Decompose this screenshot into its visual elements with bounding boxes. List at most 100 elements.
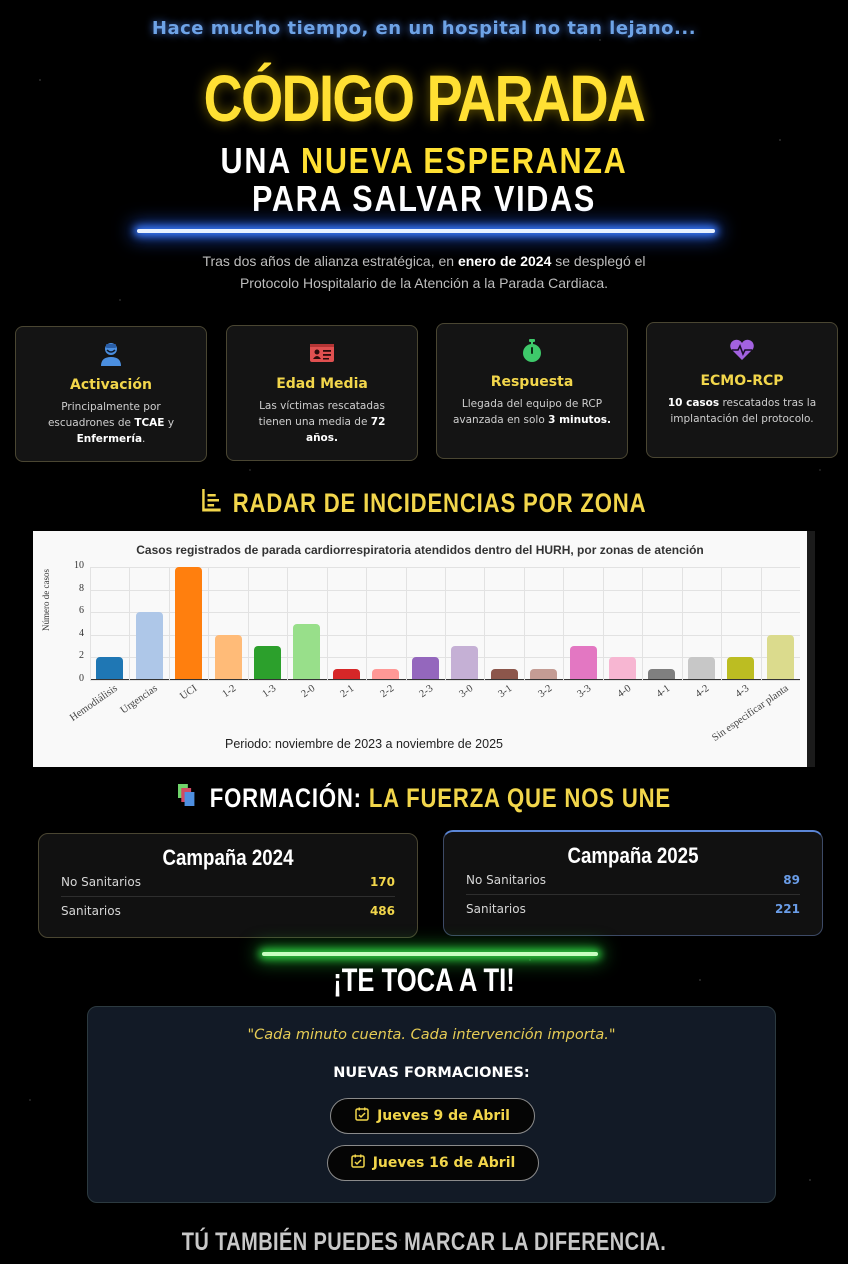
chart-bar-icon — [201, 488, 222, 519]
cta-heading: ¡TE TOCA A TI! — [333, 962, 515, 998]
subtitle-highlight: NUEVA ESPERANZA — [301, 140, 628, 181]
stopwatch-icon — [437, 338, 627, 364]
grid-line — [90, 680, 800, 681]
x-tick-label: 1-2 — [220, 683, 239, 701]
grid-line — [168, 567, 170, 680]
grid-line — [90, 567, 91, 680]
y-tick-label: 2 — [79, 650, 84, 662]
x-tick-label: 4-1 — [654, 683, 673, 701]
y-axis-label: Número de casos — [41, 569, 51, 631]
x-tick-label: Hemodiálisis — [68, 683, 121, 724]
campaign-2024-card: Campaña 2024 No Sanitarios 170 Sanitarios… — [38, 833, 418, 938]
blue-lightsaber-divider — [137, 229, 715, 233]
grid-line — [405, 567, 407, 680]
grid-line — [484, 567, 486, 680]
lead-text: Tras dos años de alianza estratégica, en — [202, 253, 458, 269]
bar — [135, 612, 163, 679]
x-tick-label: UCI — [177, 683, 199, 703]
row-label: No Sanitarios — [61, 875, 141, 889]
campaign-row: No Sanitarios 170 — [61, 870, 395, 896]
x-tick-label: 4-2 — [693, 683, 712, 701]
user-nurse-icon — [16, 341, 206, 367]
x-tick-label: 4-0 — [615, 683, 633, 701]
grid-line — [523, 567, 525, 680]
bar — [609, 657, 636, 679]
campaign-row: Sanitarios 221 — [466, 894, 800, 923]
x-tick-label: 3-3 — [575, 683, 594, 701]
x-tick-label: 3-2 — [536, 683, 554, 701]
row-value: 486 — [369, 904, 395, 918]
lead-text: se desplegó el — [551, 253, 646, 269]
grid-line — [129, 567, 131, 680]
bar — [727, 657, 755, 679]
training-date-button-2[interactable]: Jueves 16 de Abril — [327, 1145, 539, 1181]
quote-text: "Cada minuto cuenta. Cada intervención i… — [247, 1027, 616, 1043]
id-card-icon — [227, 340, 417, 366]
card-title: Edad Media — [276, 376, 368, 392]
stat-card-respuesta: Respuesta Llegada del equipo de RCP avanz… — [436, 323, 628, 459]
card-title: ECMO-RCP — [700, 373, 784, 389]
bar — [530, 668, 558, 679]
card-text: Llegada del equipo de RCP avanzada en sol… — [452, 398, 612, 426]
lead-text: Protocolo Hospitalario de la Atención a … — [239, 275, 609, 291]
y-tick-label: 6 — [79, 605, 84, 617]
bar — [411, 657, 439, 679]
calendar-check-icon — [350, 1154, 365, 1172]
radar-heading: RADAR DE INCIDENCIAS POR ZONA — [76, 488, 771, 519]
x-tick-label: Urgencias — [118, 683, 160, 717]
training-date-label: Jueves 16 de Abril — [372, 1155, 516, 1171]
page-title: CÓDIGO PARADA — [203, 61, 646, 135]
formacion-heading-highlight: LA FUERZA QUE NOS UNE — [368, 783, 672, 813]
calendar-check-icon — [355, 1107, 369, 1125]
grid-line — [681, 567, 683, 680]
bar — [648, 668, 676, 679]
campaign-row: No Sanitarios 89 — [466, 868, 800, 894]
intro-text: Hace mucho tiempo, en un hospital no tan… — [151, 18, 697, 39]
bar — [372, 668, 400, 679]
plot-area: 0 2 4 6 8 10 — [74, 560, 800, 684]
bar — [687, 657, 715, 679]
chart-footnote: Periodo: noviembre de 2023 a noviembre d… — [225, 737, 503, 751]
row-label: Sanitarios — [61, 904, 121, 918]
bar-chart: Casos registrados de parada cardiorrespi… — [33, 531, 815, 767]
bar — [569, 646, 597, 679]
row-value: 170 — [369, 875, 395, 889]
new-trainings-label: NUEVAS FORMACIONES: — [333, 1065, 530, 1081]
formacion-heading-prefix: FORMACIÓN: — [209, 783, 369, 813]
card-text: 10 casos rescatados tras la implantación … — [667, 397, 817, 425]
x-tick-label: 1-3 — [260, 683, 278, 701]
grid-line — [247, 567, 249, 680]
training-panel: "Cada minuto cuenta. Cada intervención i… — [87, 1006, 776, 1203]
chart-title: Casos registrados de parada cardiorrespi… — [136, 543, 704, 557]
formacion-heading: FORMACIÓN: LA FUERZA QUE NOS UNE — [76, 782, 771, 815]
x-tick-label: 4-3 — [733, 683, 752, 701]
stat-card-edad-media: Edad Media Las víctimas rescatadas tienen… — [226, 325, 418, 461]
grid-line — [721, 567, 723, 680]
grid-line — [366, 567, 368, 680]
grid-line — [445, 567, 446, 680]
bar — [451, 646, 479, 679]
lead-date: enero de 2024 — [457, 253, 552, 269]
y-tick-label: 0 — [79, 673, 84, 684]
y-tick-label: 8 — [79, 582, 84, 594]
y-tick-label: 10 — [74, 560, 84, 571]
bar — [214, 634, 242, 679]
grid-line — [563, 567, 565, 680]
bar — [293, 623, 321, 679]
grid-line — [326, 567, 328, 680]
grid-line — [642, 567, 644, 680]
subtitle-line2: PARA SALVAR VIDAS — [252, 178, 596, 219]
green-lightsaber-divider — [262, 952, 598, 956]
bar — [254, 646, 281, 679]
page-subtitle: UNA NUEVA ESPERANZA PARA SALVAR VIDAS — [64, 142, 785, 218]
row-label: No Sanitarios — [466, 873, 546, 887]
campaign-title: Campaña 2024 — [162, 845, 294, 870]
x-tick-label: 3-1 — [496, 683, 515, 701]
bar — [766, 634, 794, 679]
stat-card-ecmo-rcp: ECMO-RCP 10 casos rescatados tras la impl… — [646, 322, 838, 458]
training-date-button-1[interactable]: Jueves 9 de Abril — [330, 1098, 535, 1134]
heart-pulse-icon — [647, 337, 837, 363]
campaign-row: Sanitarios 486 — [61, 896, 395, 925]
intro-paragraph: Tras dos años de alianza estratégica, en… — [0, 250, 848, 294]
